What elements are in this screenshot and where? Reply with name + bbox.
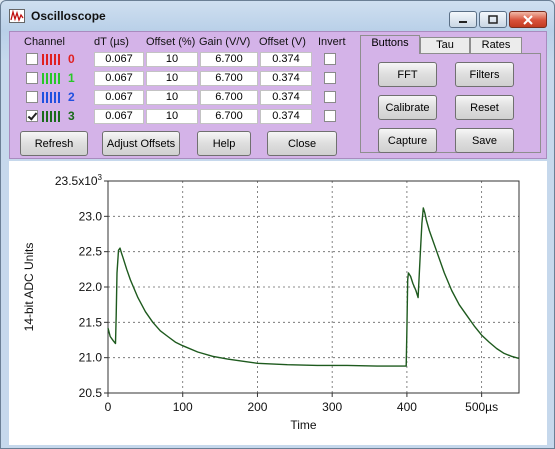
tab-buttons[interactable]: Buttons	[360, 35, 420, 54]
title-bar[interactable]: Oscilloscope	[1, 1, 554, 29]
channel-row-0: 0 0.067 10 6.700 0.374	[10, 51, 350, 69]
oscilloscope-app-icon	[9, 9, 25, 23]
channel-2-color-swatch	[42, 92, 62, 103]
channel-0-dt-field[interactable]: 0.067	[94, 52, 144, 67]
y-tick-label-1: 21.0	[79, 351, 103, 365]
header-offset-pct: Offset (%)	[146, 36, 196, 48]
x-tick-label-2: 200	[247, 400, 267, 414]
series-line-0	[107, 207, 520, 367]
x-axis-label: Time	[290, 418, 317, 432]
minimize-button[interactable]	[449, 11, 477, 28]
capture-button[interactable]: Capture	[378, 128, 437, 153]
channel-0-color-swatch	[42, 54, 62, 65]
plot-area: 20.5 21.0 21.5 22.0 22.5 23.0 23.5x103 0 100 200 3…	[9, 161, 547, 445]
channel-1-dt-field[interactable]: 0.067	[94, 71, 144, 86]
channel-1-number: 1	[68, 71, 75, 85]
channel-2-dt-field[interactable]: 0.067	[94, 90, 144, 105]
window-title: Oscilloscope	[31, 9, 106, 23]
y-tick-label-0: 20.5	[79, 386, 103, 400]
header-invert: Invert	[318, 36, 346, 48]
channel-2-gain-field[interactable]: 6.700	[200, 90, 258, 105]
channel-row-1: 1 0.067 10 6.700 0.374	[10, 70, 350, 88]
channel-3-invert-checkbox[interactable]	[324, 110, 336, 122]
channel-3-dt-field[interactable]: 0.067	[94, 109, 144, 124]
reset-button[interactable]: Reset	[455, 95, 514, 120]
channel-3-offset-pct-field[interactable]: 10	[146, 109, 198, 124]
y-tick-label-3: 22.0	[79, 280, 103, 294]
channel-0-number: 0	[68, 52, 75, 66]
adjust-offsets-button[interactable]: Adjust Offsets	[102, 131, 180, 156]
channel-1-enable-checkbox[interactable]	[26, 72, 38, 84]
channel-1-gain-field[interactable]: 6.700	[200, 71, 258, 86]
channel-0-offset-v-field[interactable]: 0.374	[260, 52, 312, 67]
y-tick-label-2: 21.5	[79, 315, 103, 329]
header-gain: Gain (V/V)	[199, 36, 251, 48]
channel-0-offset-pct-field[interactable]: 10	[146, 52, 198, 67]
channel-row-3: 3 0.067 10 6.700 0.374	[10, 108, 350, 126]
channel-2-invert-checkbox[interactable]	[324, 91, 336, 103]
control-panel: Channel dT (µs) Offset (%) Gain (V/V) Of…	[9, 31, 547, 159]
channel-3-number: 3	[68, 109, 75, 123]
close-button[interactable]: Close	[267, 131, 337, 156]
channel-3-color-swatch	[42, 111, 62, 122]
channel-3-enable-checkbox[interactable]	[26, 110, 38, 122]
calibrate-button[interactable]: Calibrate	[378, 95, 437, 120]
channel-3-gain-field[interactable]: 6.700	[200, 109, 258, 124]
tab-tau[interactable]: Tau	[420, 37, 470, 53]
y-tick-label-6: 23.5x103	[55, 173, 103, 188]
header-channel: Channel	[24, 36, 65, 48]
channel-2-offset-pct-field[interactable]: 10	[146, 90, 198, 105]
channel-1-color-swatch	[42, 73, 62, 84]
channel-3-offset-v-field[interactable]: 0.374	[260, 109, 312, 124]
y-axis-label: 14-bit ADC Units	[22, 243, 36, 332]
tab-control: Buttons Tau Rates FFT Filters Calibrate …	[358, 34, 543, 156]
channel-row-2: 2 0.067 10 6.700 0.374	[10, 89, 350, 107]
fft-button[interactable]: FFT	[378, 62, 437, 87]
channel-1-offset-pct-field[interactable]: 10	[146, 71, 198, 86]
y-tick-label-4: 22.5	[79, 245, 103, 259]
channel-0-invert-checkbox[interactable]	[324, 53, 336, 65]
minimize-icon	[459, 20, 467, 23]
channel-1-invert-checkbox[interactable]	[324, 72, 336, 84]
tab-page-buttons: FFT Filters Calibrate Reset Capture Save	[360, 53, 541, 153]
channel-1-offset-v-field[interactable]: 0.374	[260, 71, 312, 86]
header-dt: dT (µs)	[94, 36, 129, 48]
adc-chart[interactable]: 20.5 21.0 21.5 22.0 22.5 23.0 23.5x103 0 100 200 3…	[9, 161, 547, 445]
x-tick-label-0: 0	[105, 400, 112, 414]
channel-2-number: 2	[68, 90, 75, 104]
tab-rates[interactable]: Rates	[470, 37, 522, 53]
channel-2-offset-v-field[interactable]: 0.374	[260, 90, 312, 105]
x-tick-label-5: 500µs	[465, 400, 498, 414]
maximize-icon	[488, 15, 498, 24]
header-offset-v: Offset (V)	[259, 36, 306, 48]
filters-button[interactable]: Filters	[455, 62, 514, 87]
channel-2-enable-checkbox[interactable]	[26, 91, 38, 103]
refresh-button[interactable]: Refresh	[20, 131, 88, 156]
y-tick-label-5: 23.0	[79, 209, 103, 223]
channel-0-gain-field[interactable]: 6.700	[200, 52, 258, 67]
help-button[interactable]: Help	[197, 131, 251, 156]
channel-0-enable-checkbox[interactable]	[26, 53, 38, 65]
close-window-button[interactable]	[509, 11, 547, 28]
x-tick-label-1: 100	[173, 400, 193, 414]
close-icon	[523, 14, 533, 25]
x-tick-label-4: 400	[397, 400, 417, 414]
save-button[interactable]: Save	[455, 128, 514, 153]
maximize-button[interactable]	[479, 11, 507, 28]
x-tick-label-3: 300	[322, 400, 342, 414]
